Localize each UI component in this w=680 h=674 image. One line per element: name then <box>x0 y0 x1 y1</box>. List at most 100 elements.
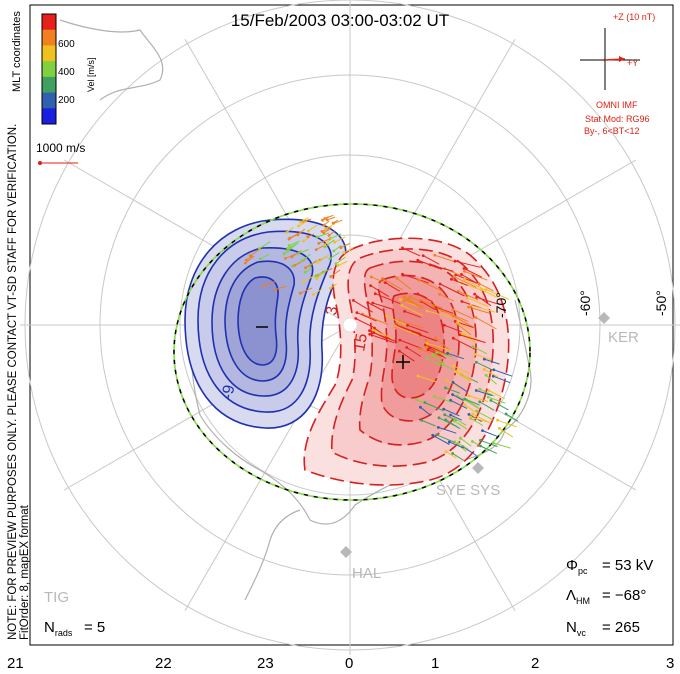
lat-label-50: -50° <box>653 290 669 316</box>
velocity-vector <box>371 276 386 284</box>
velocity-vector <box>461 333 476 344</box>
velocity-vector <box>313 288 323 295</box>
velocity-vector <box>453 365 471 375</box>
velocity-vector <box>260 253 270 260</box>
velocity-vector <box>480 439 498 448</box>
velocity-vector <box>402 247 421 257</box>
preview-note: NOTE: FOR PREVIEW PURPOSES ONLY. PLEASE … <box>7 124 19 640</box>
velocity-vector <box>426 310 454 319</box>
velocity-vector <box>455 371 470 382</box>
imf-vector-head <box>619 56 625 62</box>
velocity-vector <box>476 390 493 397</box>
nvc-value: = 265 <box>602 619 640 636</box>
velocity-vector <box>452 382 468 393</box>
velocity-vector <box>435 306 454 314</box>
velocity-vector <box>303 275 315 282</box>
velocity-vector <box>475 353 492 361</box>
velocity-vector <box>464 398 480 406</box>
velocity-vector <box>454 418 467 426</box>
velocity-vector <box>420 406 432 416</box>
velocity-vector <box>461 273 478 284</box>
velocity-vector <box>275 285 287 291</box>
velocity-vector <box>315 269 328 277</box>
radar-stations: KER SYE SYS HAL TIG <box>44 312 639 606</box>
velocity-vector <box>317 254 329 263</box>
velocity-vector <box>469 395 489 402</box>
velocity-vector <box>297 249 309 255</box>
velocity-vector <box>259 241 271 250</box>
velocity-vector <box>404 310 422 318</box>
velocity-vector <box>468 306 490 314</box>
station-marker-sye <box>472 462 484 474</box>
velocity-vector <box>308 224 318 232</box>
velocity-vector <box>246 255 254 261</box>
velocity-vector <box>470 417 484 426</box>
hm-boundary-green <box>173 203 531 501</box>
station-ker: KER <box>608 329 639 346</box>
velocity-vector <box>333 244 342 252</box>
velocity-vector <box>304 267 313 273</box>
phi-pc-value: = 53 kV <box>602 557 653 574</box>
velocity-vector <box>300 217 309 223</box>
velocity-vector <box>324 237 333 246</box>
velocity-vector <box>442 310 469 322</box>
velocity-vector <box>318 238 331 244</box>
velocity-vector <box>436 352 454 358</box>
velocity-vector <box>323 220 330 226</box>
velocity-vector <box>399 339 422 349</box>
velocity-vector <box>307 233 315 238</box>
colorbar-swatch <box>42 108 56 125</box>
mlt-grid-line <box>184 324 351 612</box>
velocity-vector <box>298 220 308 227</box>
velocity-vector <box>369 333 395 344</box>
mlt-tick-23: 23 <box>257 655 274 672</box>
velocity-vector <box>426 357 443 368</box>
velocity-vector <box>454 420 468 430</box>
mlt-tick-0: 0 <box>345 655 353 672</box>
velocity-vector <box>396 324 422 336</box>
velocity-vector <box>322 216 329 221</box>
velocity-vector <box>327 216 336 221</box>
velocity-vector <box>332 219 339 224</box>
velocity-vector <box>301 253 311 262</box>
velocity-vector <box>439 293 455 302</box>
velocity-vector <box>483 368 499 378</box>
velocity-vector <box>330 233 342 239</box>
velocity-vector <box>401 305 423 316</box>
velocity-vector <box>343 247 354 254</box>
velocity-vector <box>485 289 510 300</box>
velocity-vector <box>454 260 481 268</box>
velocity-vector <box>286 226 294 233</box>
velocity-vector <box>325 224 334 229</box>
velocity-vector <box>435 337 450 351</box>
mlt-tick-21: 21 <box>7 655 24 672</box>
velocity-vector <box>467 297 489 308</box>
velocity-vector <box>334 236 346 243</box>
velocity-vector <box>449 441 464 449</box>
imf-z-label: +Z (10 nT) <box>613 12 655 22</box>
velocity-vector <box>382 278 404 291</box>
velocity-vector <box>453 276 477 288</box>
velocity-vector <box>419 348 441 358</box>
velocity-vector <box>463 399 480 410</box>
velocity-vector <box>421 419 436 427</box>
station-tig: TIG <box>44 589 69 606</box>
velocity-vector <box>399 350 415 362</box>
velocity-vector <box>417 259 440 269</box>
fit-order-note: FitOrder: 8, mapEX format <box>19 504 31 640</box>
velocity-vector <box>499 427 514 438</box>
velocity-vector <box>395 325 420 337</box>
velocity-colorbar: 600 400 200 Vel [m/s] <box>41 13 96 125</box>
velocity-vector <box>250 249 260 257</box>
velocity-vector <box>300 287 313 294</box>
velocity-vector <box>450 414 463 421</box>
velocity-vector <box>478 283 494 292</box>
velocity-vector <box>434 254 456 263</box>
velocity-vector <box>472 413 491 424</box>
velocity-vector <box>330 283 337 289</box>
velocity-vector <box>458 290 479 301</box>
velocity-vector <box>474 293 492 307</box>
station-hal: HAL <box>352 565 381 582</box>
velocity-vector <box>476 361 494 372</box>
